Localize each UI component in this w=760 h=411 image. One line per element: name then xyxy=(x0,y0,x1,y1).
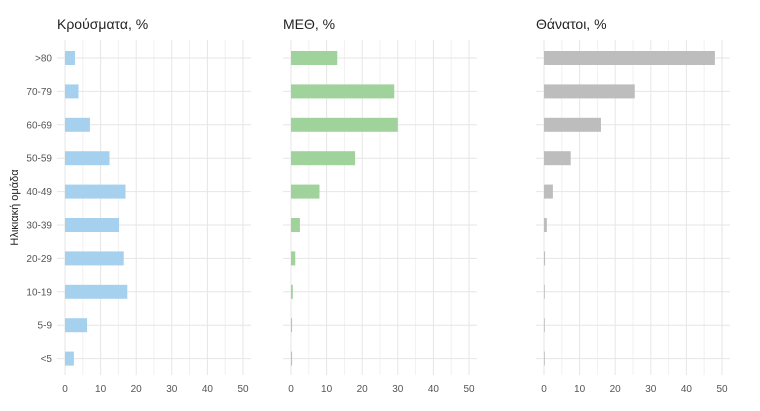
bar xyxy=(544,251,546,266)
bar xyxy=(65,251,124,266)
bar xyxy=(544,184,553,199)
panel-title: Κρούσματα, % xyxy=(57,16,148,32)
x-tick-label: 30 xyxy=(392,384,404,395)
x-tick-label: 40 xyxy=(428,384,440,395)
category-label: 40-49 xyxy=(26,187,52,198)
x-tick-label: 0 xyxy=(288,384,294,395)
bar xyxy=(291,117,398,132)
bar xyxy=(544,151,571,166)
bar xyxy=(544,84,635,99)
category-label: >80 xyxy=(35,54,52,65)
bar xyxy=(544,318,545,333)
bar xyxy=(544,218,547,232)
x-tick-label: 20 xyxy=(131,384,143,395)
x-tick-label: 50 xyxy=(716,384,728,395)
panel-title: ΜΕΘ, % xyxy=(283,16,335,32)
bar xyxy=(65,151,110,166)
bar xyxy=(291,218,300,232)
x-tick-label: 50 xyxy=(237,384,249,395)
bar xyxy=(65,117,90,132)
bar xyxy=(291,318,293,333)
panel-title: Θάνατοι, % xyxy=(536,16,607,32)
category-label: 50-59 xyxy=(26,154,52,165)
category-label: 30-39 xyxy=(26,221,52,232)
x-tick-label: 40 xyxy=(202,384,214,395)
category-label: 60-69 xyxy=(26,120,52,131)
bar xyxy=(544,284,545,299)
x-tick-label: 0 xyxy=(541,384,547,395)
bar xyxy=(544,117,601,132)
category-label: 20-29 xyxy=(26,254,52,265)
bar xyxy=(544,351,545,366)
y-axis-label: Ηλικιακή ομάδα xyxy=(9,169,21,246)
x-tick-label: 40 xyxy=(681,384,693,395)
bar xyxy=(291,151,356,166)
bar xyxy=(65,218,120,232)
category-label: 5-9 xyxy=(38,321,53,332)
bar xyxy=(65,184,126,199)
category-label: 10-19 xyxy=(26,287,52,298)
x-tick-label: 0 xyxy=(62,384,68,395)
x-tick-label: 20 xyxy=(357,384,369,395)
x-tick-label: 30 xyxy=(645,384,657,395)
bar xyxy=(291,284,293,299)
category-label: 70-79 xyxy=(26,87,52,98)
x-tick-label: 10 xyxy=(574,384,586,395)
bar xyxy=(291,51,338,65)
bar xyxy=(291,84,395,99)
x-tick-label: 50 xyxy=(463,384,475,395)
bar xyxy=(65,84,79,99)
x-tick-label: 20 xyxy=(610,384,622,395)
x-tick-label: 10 xyxy=(321,384,333,395)
category-label: <5 xyxy=(41,354,53,365)
bar xyxy=(291,351,293,366)
bar xyxy=(65,351,74,366)
bar xyxy=(291,251,296,266)
bar xyxy=(65,51,75,65)
x-tick-label: 30 xyxy=(166,384,178,395)
bar xyxy=(291,184,320,199)
x-tick-label: 10 xyxy=(95,384,107,395)
bar xyxy=(65,284,128,299)
bar xyxy=(65,318,88,333)
bar xyxy=(544,51,715,65)
